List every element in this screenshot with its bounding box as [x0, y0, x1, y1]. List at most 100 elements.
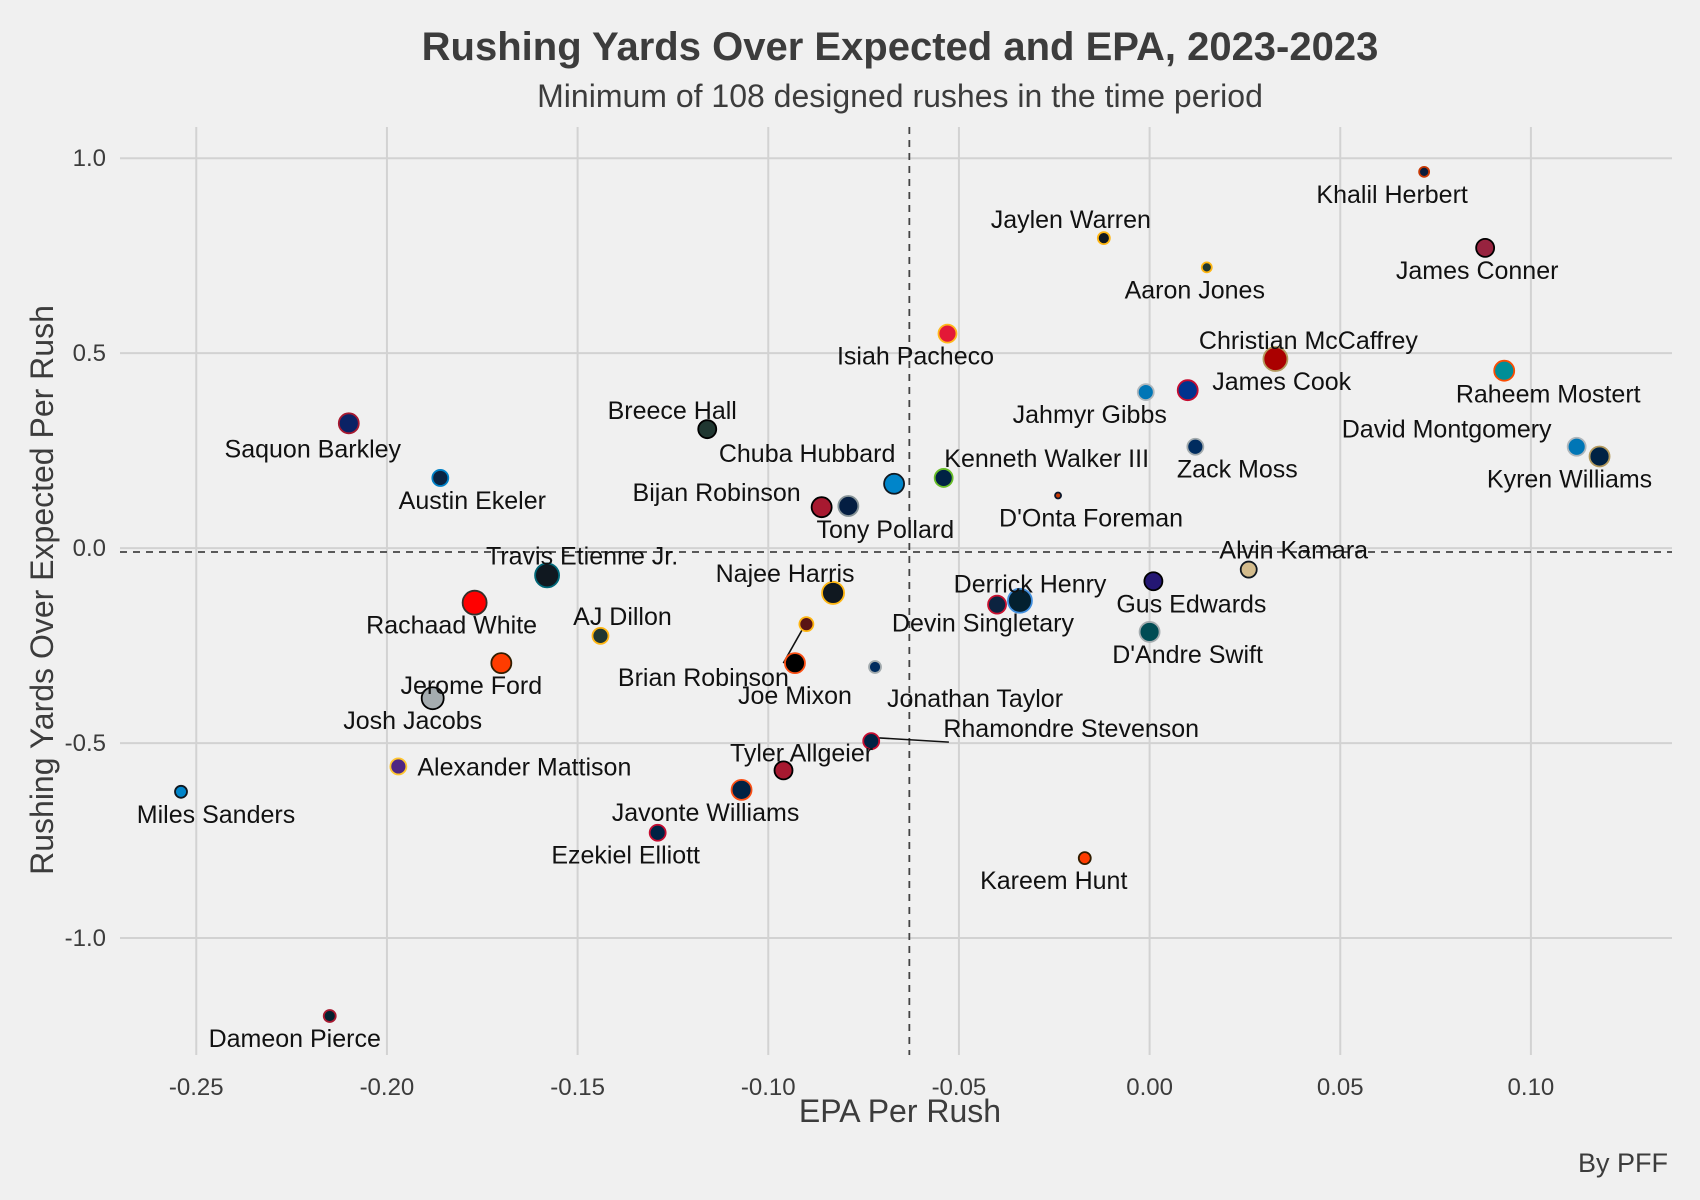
- data-point: [1239, 560, 1258, 579]
- data-point: [1262, 346, 1289, 372]
- data-label: Kareem Hunt: [980, 867, 1127, 895]
- y-axis-label: Rushing Yards Over Expected Per Rush: [24, 305, 60, 875]
- data-point: [937, 323, 958, 344]
- data-label: Derrick Henry: [954, 571, 1107, 599]
- data-point: [798, 616, 815, 633]
- data-label: Rhamondre Stevenson: [943, 715, 1199, 743]
- data-point: [420, 686, 445, 711]
- data-label: D'Andre Swift: [1112, 641, 1263, 669]
- data-point: [821, 581, 845, 605]
- data-label: Joe Mixon: [738, 682, 852, 710]
- data-label: D'Onta Foreman: [999, 504, 1183, 532]
- data-point: [730, 778, 753, 801]
- data-label: Raheem Mostert: [1456, 381, 1641, 409]
- data-label: Devin Singletary: [892, 610, 1075, 638]
- x-tick-label: 0.00: [1126, 1074, 1173, 1101]
- data-label: Aaron Jones: [1125, 276, 1265, 304]
- x-axis-label: EPA Per Rush: [799, 1093, 1001, 1129]
- data-points: [174, 165, 1611, 1023]
- data-label: Jonathan Taylor: [887, 685, 1063, 713]
- data-point: [1176, 379, 1199, 402]
- y-tick-label: -0.5: [65, 730, 106, 757]
- data-label: Alvin Kamara: [1219, 537, 1368, 565]
- x-tick-label: -0.25: [169, 1074, 224, 1101]
- data-point: [862, 732, 881, 751]
- data-label: Saquon Barkley: [225, 435, 402, 463]
- data-label: Jahmyr Gibbs: [1013, 401, 1167, 429]
- data-label: AJ Dillon: [573, 603, 672, 631]
- data-point: [1136, 383, 1155, 402]
- data-label: David Montgomery: [1342, 416, 1552, 444]
- data-label: Kenneth Walker III: [944, 445, 1149, 473]
- chart-title: Rushing Yards Over Expected and EPA, 202…: [422, 25, 1379, 69]
- data-label: Bijan Robinson: [633, 479, 801, 507]
- data-point: [1143, 571, 1164, 592]
- data-label: Jaylen Warren: [991, 206, 1151, 234]
- data-point: [868, 660, 882, 674]
- data-label: Christian McCaffrey: [1199, 327, 1419, 355]
- data-label: Travis Etienne Jr.: [486, 542, 678, 570]
- data-point: [1493, 359, 1516, 382]
- data-label: Austin Ekeler: [399, 487, 546, 515]
- data-point: [648, 823, 667, 842]
- data-label: Brian Robinson: [618, 664, 789, 692]
- data-point: [337, 412, 360, 435]
- data-label: Josh Jacobs: [343, 707, 482, 735]
- data-label: Khalil Herbert: [1316, 181, 1468, 209]
- data-point: [933, 468, 954, 488]
- data-label: Gus Edwards: [1116, 590, 1266, 618]
- y-tick-label: 0.5: [73, 340, 106, 367]
- data-point: [1186, 437, 1205, 456]
- data-point: [174, 784, 188, 799]
- data-label: Javonte Williams: [612, 799, 800, 827]
- data-point: [1566, 436, 1587, 457]
- data-label: Rachaad White: [366, 612, 537, 640]
- y-tick-label: -1.0: [65, 925, 106, 952]
- y-tick-label: 1.0: [73, 145, 106, 172]
- data-point: [389, 757, 408, 776]
- x-tick-label: -0.05: [932, 1074, 987, 1101]
- data-point: [1588, 445, 1611, 468]
- chart-caption: By PFF: [1578, 1148, 1668, 1178]
- data-point: [322, 1009, 337, 1023]
- data-point: [883, 472, 905, 495]
- y-tick-label: 0.0: [73, 535, 106, 562]
- data-label: Kyren Williams: [1487, 465, 1652, 493]
- data-point: [534, 562, 560, 589]
- data-label: James Cook: [1212, 368, 1351, 396]
- data-point: [1418, 165, 1431, 178]
- data-point: [591, 626, 610, 645]
- x-tick-label: -0.15: [550, 1074, 605, 1101]
- data-label: Najee Harris: [716, 560, 855, 588]
- data-point: [810, 496, 833, 519]
- data-point: [773, 760, 794, 781]
- data-point: [1200, 261, 1213, 274]
- data-point: [461, 589, 488, 616]
- data-point: [697, 419, 718, 440]
- data-label: Miles Sanders: [137, 801, 295, 829]
- chart-subtitle: Minimum of 108 designed rushes in the ti…: [537, 78, 1263, 114]
- data-point: [784, 652, 806, 675]
- data-point: [1077, 851, 1092, 865]
- data-point: [1475, 237, 1496, 258]
- label-leader-line: [879, 737, 949, 743]
- x-tick-label: 0.05: [1317, 1074, 1364, 1101]
- data-label: Isiah Pacheco: [837, 343, 994, 371]
- data-label: Alexander Mattison: [417, 753, 631, 781]
- grid-layer: [120, 127, 1672, 1055]
- x-tick-label: 0.10: [1508, 1074, 1555, 1101]
- data-label: James Conner: [1396, 257, 1559, 285]
- data-point: [490, 652, 513, 675]
- tick-labels: -0.25 -0.20 -0.15 -0.10 -0.05 0.00 0.05 0.10 -1.…: [65, 145, 1555, 1101]
- data-point: [431, 469, 450, 487]
- data-label: Chuba Hubbard: [719, 440, 896, 468]
- point-labels: Khalil Herbert James Conner Jaylen Warren A…: [137, 181, 1652, 1053]
- data-label: Breece Hall: [608, 397, 737, 425]
- reference-lines: [120, 127, 1672, 1055]
- data-label: Zack Moss: [1177, 456, 1298, 484]
- data-point: [1007, 587, 1033, 614]
- data-point: [1054, 491, 1062, 500]
- x-tick-label: -0.10: [741, 1074, 796, 1101]
